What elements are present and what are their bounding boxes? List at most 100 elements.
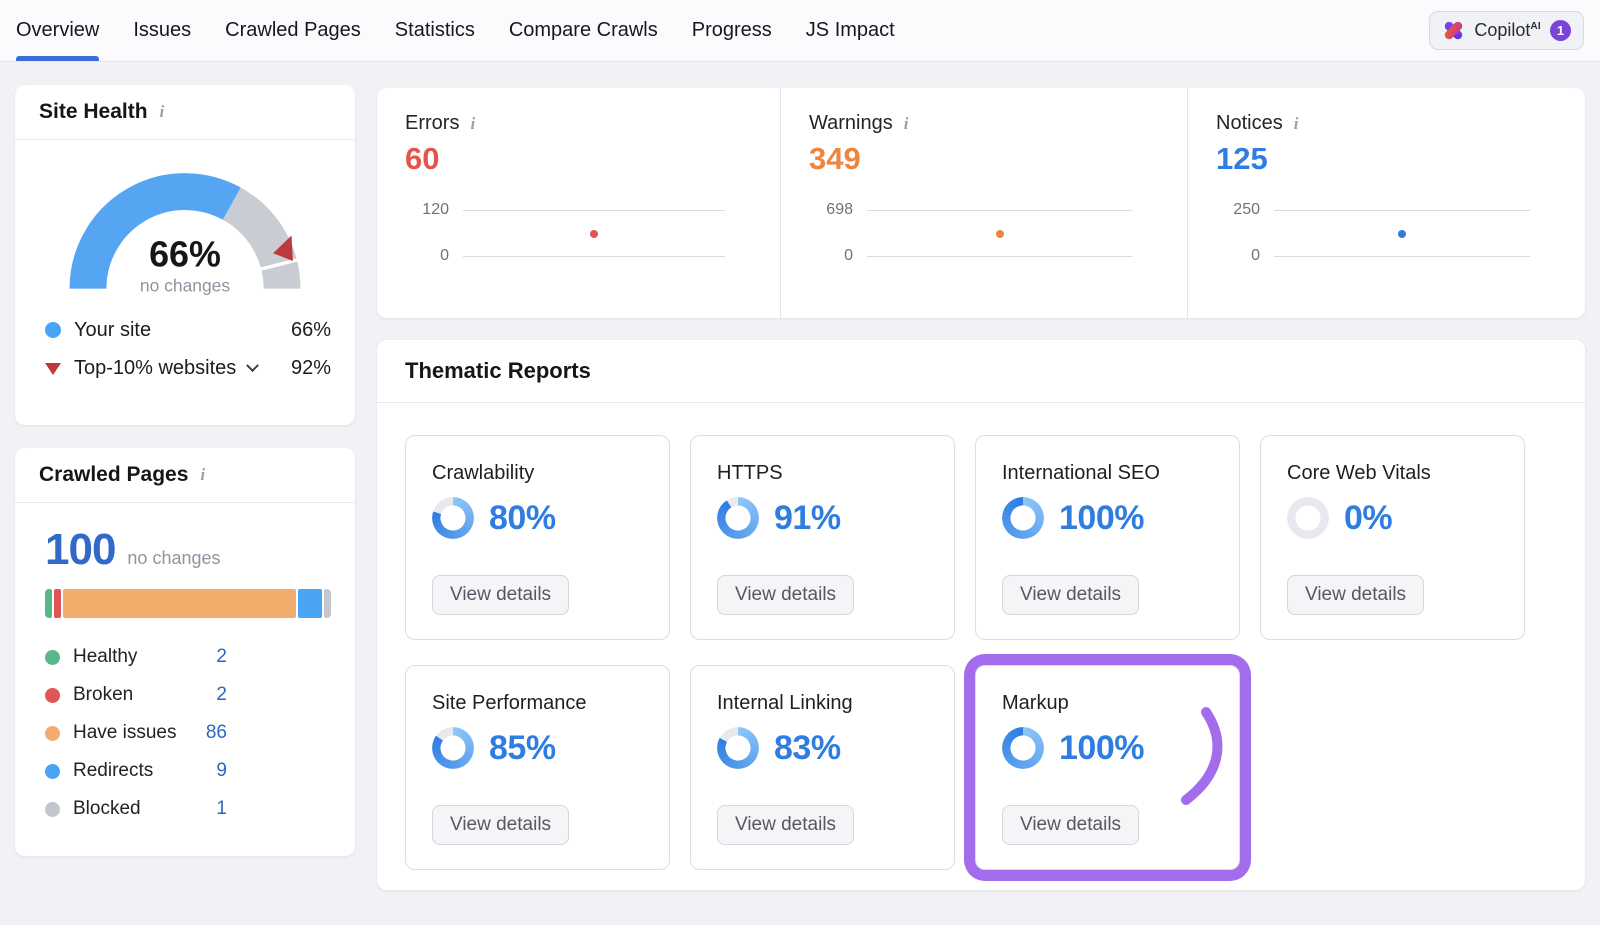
report-percent: 0%: [1344, 498, 1393, 537]
report-percent: 85%: [489, 728, 556, 767]
crawled-pages-change: no changes: [127, 548, 221, 568]
report-percent: 80%: [489, 498, 556, 537]
report-card-internal-linking: Internal Linking 83% View details: [690, 665, 955, 870]
crawled-pages-legend-row: Blocked 1: [45, 790, 227, 828]
view-details-button[interactable]: View details: [717, 575, 855, 615]
legend-color-dot: [45, 687, 60, 703]
view-details-button[interactable]: View details: [1287, 575, 1425, 615]
crawled-pages-legend: Healthy 2 Broken 2 Have issues 86 Redire…: [45, 638, 227, 828]
legend-value: 92%: [290, 356, 331, 379]
progress-ring: [717, 497, 759, 539]
legend-count-link[interactable]: 2: [216, 646, 227, 667]
chevron-down-icon[interactable]: [246, 358, 260, 372]
info-icon[interactable]: i: [1293, 113, 1299, 133]
copilot-icon: [1445, 21, 1463, 40]
legend-color-dot: [45, 801, 60, 817]
view-details-button[interactable]: View details: [1002, 575, 1140, 615]
info-icon[interactable]: i: [903, 113, 909, 133]
report-title: HTTPS: [717, 462, 783, 484]
report-title: Core Web Vitals: [1287, 462, 1431, 484]
view-details-button[interactable]: View details: [432, 575, 570, 615]
sparkline-point: [590, 229, 598, 238]
copilot-badge: 1: [1550, 20, 1571, 41]
crawled-pages-legend-row: Have issues 86: [45, 714, 227, 752]
bar-segment-redirects: [297, 589, 322, 618]
crawled-pages-card: Crawled Pages i 100 no changes Healthy 2…: [15, 448, 355, 856]
issue-count[interactable]: 60: [405, 141, 440, 176]
bar-segment-have-issues: [63, 589, 296, 618]
legend-color-dot: [45, 725, 60, 741]
progress-ring: [717, 727, 759, 769]
site-health-header: Site Health i: [15, 85, 355, 140]
issue-sparkline: 250 0: [1216, 201, 1530, 264]
axis-max-label: 120: [422, 201, 449, 218]
issue-title: Errors: [405, 112, 460, 134]
nav-tabs: Overview Issues Crawled Pages Statistics Com…: [16, 0, 895, 61]
crawled-pages-header: Crawled Pages i: [15, 448, 355, 503]
gauge-chart: 66% no changes: [69, 173, 301, 296]
bar-segment-healthy: [45, 589, 52, 618]
crawled-pages-legend-row: Broken 2: [45, 676, 227, 714]
issue-count[interactable]: 125: [1216, 141, 1268, 176]
issue-column-errors: Errors i 60 120 0: [377, 88, 780, 318]
axis-min-label: 0: [1251, 247, 1260, 264]
progress-ring: [1002, 727, 1044, 769]
site-health-legend-row: Your site 66%: [45, 311, 331, 349]
your-site-dot-icon: [45, 322, 61, 338]
benchmark-triangle-icon: [45, 363, 61, 375]
legend-count-link[interactable]: 2: [216, 684, 227, 705]
progress-ring: [1002, 497, 1044, 539]
report-percent: 83%: [774, 728, 841, 767]
legend-count-link[interactable]: 86: [205, 722, 227, 743]
tab-compare-crawls[interactable]: Compare Crawls: [508, 19, 658, 41]
report-title: Crawlability: [432, 462, 535, 484]
tab-crawled-pages[interactable]: Crawled Pages: [225, 19, 361, 41]
report-card-crawlability: Crawlability 80% View details: [405, 435, 670, 640]
info-icon[interactable]: i: [159, 102, 165, 121]
tab-js-impact[interactable]: JS Impact: [805, 19, 895, 41]
view-details-button[interactable]: View details: [717, 805, 855, 845]
info-icon[interactable]: i: [200, 465, 206, 484]
legend-color-dot: [45, 649, 60, 665]
report-title: Site Performance: [432, 692, 587, 714]
axis-max-label: 698: [826, 201, 853, 218]
tab-overview[interactable]: Overview: [16, 0, 100, 61]
copilot-button[interactable]: CopilotAI 1: [1429, 11, 1584, 50]
benchmark-marker: [273, 235, 293, 261]
report-title: International SEO: [1002, 462, 1160, 484]
copilot-label: CopilotAI: [1474, 20, 1541, 40]
site-health-legend-row: Top-10% websites 92%: [45, 349, 331, 387]
info-icon[interactable]: i: [470, 113, 476, 133]
legend-label: Broken: [73, 684, 134, 705]
crawled-pages-stacked-bar: [45, 589, 331, 618]
legend-label: Redirects: [73, 760, 154, 781]
legend-count-link[interactable]: 9: [216, 760, 227, 781]
report-title: Internal Linking: [717, 692, 853, 714]
view-details-button[interactable]: View details: [432, 805, 570, 845]
bar-segment-blocked: [324, 589, 331, 618]
report-card-site-performance: Site Performance 85% View details: [405, 665, 670, 870]
issue-sparkline: 698 0: [809, 201, 1132, 264]
legend-count-link[interactable]: 1: [216, 798, 227, 819]
progress-ring: [432, 727, 474, 769]
sparkline-point: [1398, 229, 1406, 238]
legend-color-dot: [45, 763, 60, 779]
site-health-title: Site Health: [39, 100, 148, 123]
issue-column-warnings: Warnings i 349 698 0: [780, 88, 1187, 318]
tab-statistics[interactable]: Statistics: [394, 19, 475, 41]
site-health-gauge: 66% no changes: [15, 146, 355, 309]
axis-min-label: 0: [440, 247, 449, 264]
thematic-reports-title: Thematic Reports: [405, 358, 591, 383]
issue-count[interactable]: 349: [809, 141, 861, 176]
view-details-button[interactable]: View details: [1002, 805, 1140, 845]
tab-progress[interactable]: Progress: [691, 19, 772, 41]
crawled-pages-legend-row: Redirects 9: [45, 752, 227, 790]
axis-min-label: 0: [844, 247, 853, 264]
thematic-reports-header: Thematic Reports: [377, 340, 1585, 403]
site-health-legend: Your site 66% Top-10% websites 92%: [15, 309, 355, 387]
thematic-reports-panel: Thematic Reports Crawlability 80% View d…: [377, 340, 1585, 890]
report-title: Markup: [1002, 692, 1069, 714]
tab-issues[interactable]: Issues: [133, 19, 192, 41]
legend-value: 66%: [290, 318, 331, 341]
site-health-card: Site Health i 66% no changes Your site 6…: [15, 85, 355, 425]
